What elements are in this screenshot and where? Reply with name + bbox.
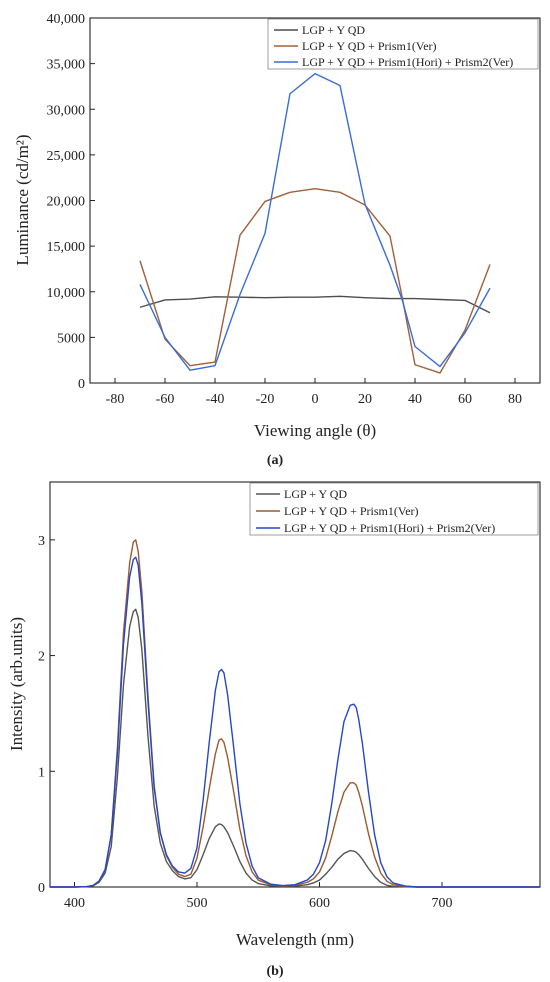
x-tick-label: 60 [458, 392, 472, 407]
legend-box [267, 18, 539, 70]
x-tick-label: -20 [256, 392, 275, 407]
y-tick-label: 30,000 [47, 103, 86, 118]
y-tick-label: 20,000 [47, 195, 86, 210]
legend: LGP + Y QD LGP + Y QD + Prism1(Ver) LGP + … [249, 482, 539, 536]
y-axis-label: Luminance (cd/m²) [13, 134, 32, 265]
x-tick-label: 40 [408, 392, 422, 407]
y-axis-ticks: 0 1 2 3 [38, 534, 55, 896]
plot-frame [49, 481, 541, 888]
y-tick-label: 10,000 [47, 286, 86, 301]
x-axis-ticks: 400 500 600 700 [64, 882, 453, 911]
y-tick-label: 2 [38, 650, 45, 665]
series-line-1 [50, 608, 540, 888]
caption-a: (a) [267, 453, 284, 468]
luminance-chart: -80 -60 -40 -20 0 20 40 60 80 0 5000 10,000 15,000 2… [13, 12, 541, 468]
legend: LGP + Y QD LGP + Y QD + Prism1(Ver) LGP + … [267, 18, 539, 70]
x-tick-label: 0 [312, 392, 319, 407]
x-tick-label: 500 [187, 896, 208, 911]
y-tick-label: 25,000 [47, 149, 86, 164]
series-line-3 [50, 556, 540, 888]
legend-box [249, 482, 539, 536]
y-tick-label: 0 [78, 377, 85, 392]
x-tick-label: 80 [508, 392, 522, 407]
series-group [139, 72, 491, 374]
series-line-2 [50, 539, 540, 888]
x-tick-label: 600 [309, 896, 330, 911]
spectrum-chart: 400 500 600 700 0 1 2 3 LGP + Y QD LGP + Y QD +… [7, 481, 541, 979]
y-axis-label: Intensity (arb.units) [7, 617, 26, 751]
y-tick-label: 15,000 [47, 240, 86, 255]
legend-label: LGP + Y QD + Prism1(Ver) [302, 39, 437, 53]
x-tick-label: 700 [432, 896, 453, 911]
legend-label: LGP + Y QD [284, 487, 347, 501]
y-tick-label: 1 [38, 765, 45, 780]
x-tick-label: 400 [64, 896, 85, 911]
plot-frame [89, 17, 541, 384]
x-tick-label: -40 [206, 392, 225, 407]
series-line-2 [139, 187, 491, 374]
legend-label: LGP + Y QD + Prism1(Ver) [284, 504, 419, 518]
x-axis-label: Wavelength (nm) [236, 930, 354, 949]
legend-label: LGP + Y QD + Prism1(Hori) + Prism2(Ver) [302, 55, 513, 69]
y-tick-label: 0 [38, 881, 45, 896]
x-axis-ticks: -80 -60 -40 -20 0 20 40 60 80 [106, 378, 522, 407]
caption-b: (b) [266, 964, 283, 979]
x-axis-label: Viewing angle (θ) [254, 421, 376, 440]
series-line-3 [139, 72, 491, 371]
x-tick-label: 20 [358, 392, 372, 407]
y-tick-label: 40,000 [47, 12, 86, 27]
series-line-1 [139, 295, 491, 314]
legend-label: LGP + Y QD + Prism1(Hori) + Prism2(Ver) [284, 521, 495, 535]
legend-label: LGP + Y QD [302, 23, 365, 37]
y-tick-label: 3 [38, 534, 45, 549]
x-tick-label: -60 [156, 392, 175, 407]
y-tick-label: 35,000 [47, 58, 86, 73]
y-tick-label: 5000 [57, 331, 85, 346]
series-group [50, 539, 540, 888]
y-axis-ticks: 0 5000 10,000 15,000 20,000 25,000 30,000 35,00… [47, 12, 95, 392]
x-tick-label: -80 [106, 392, 125, 407]
